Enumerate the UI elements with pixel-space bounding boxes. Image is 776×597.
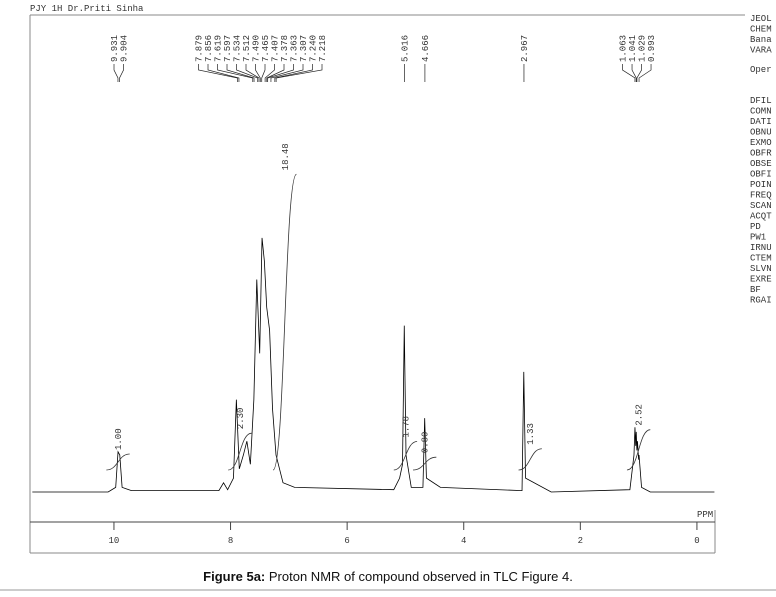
peak-label: 7.856 [204, 35, 214, 62]
peak-label: 7.363 [290, 35, 300, 62]
integral-curve [626, 429, 651, 471]
parameter-label: Bana [750, 35, 772, 45]
peak-label: 7.512 [242, 35, 252, 62]
parameter-label: RGAI [750, 296, 772, 306]
integral-label: 1.00 [114, 428, 124, 450]
integral-curve [272, 173, 297, 471]
peak-label: 7.490 [252, 35, 262, 62]
peak-label: 7.307 [299, 35, 309, 62]
peak-label: 2.967 [520, 35, 530, 62]
integral-label: 1.78 [401, 416, 411, 438]
parameter-label: SCAN [750, 201, 772, 211]
peak-leader [113, 64, 119, 82]
peak-leader [119, 64, 124, 82]
parameter-label: OBFI [750, 170, 772, 180]
x-tick-label: 4 [461, 536, 466, 546]
caption-text: Proton NMR of compound observed in TLC F… [269, 569, 573, 584]
peak-leader [275, 64, 323, 82]
parameter-label: JEOL [750, 14, 772, 24]
peak-label: 7.378 [280, 35, 290, 62]
integral-label: 2.30 [236, 408, 246, 430]
parameter-label: FREQ [750, 191, 772, 201]
parameter-label: SLVN [750, 264, 772, 274]
integral-label: 1.33 [526, 423, 536, 445]
x-axis-label: PPM [697, 510, 713, 520]
peak-leader [638, 64, 652, 82]
peak-leader [274, 64, 313, 82]
caption: Figure 5a: Proton NMR of compound observ… [203, 569, 573, 584]
peak-leader [236, 64, 259, 82]
peak-label: 5.016 [401, 35, 411, 62]
peak-label: 7.218 [318, 35, 328, 62]
parameter-label: IRNU [750, 243, 772, 253]
parameter-label: DFIL [750, 96, 772, 106]
parameter-label: EXMO [750, 138, 772, 148]
parameter-label: VARA [750, 46, 772, 56]
parameter-label: DATI [750, 117, 772, 127]
peak-leader [270, 64, 304, 82]
parameter-label: Oper [750, 65, 772, 75]
peak-label: 9.931 [110, 35, 120, 62]
peak-leader [264, 64, 275, 82]
peak-leader [198, 64, 238, 82]
caption-label: Figure 5a: [203, 569, 265, 584]
x-tick-label: 8 [228, 536, 233, 546]
peak-leader [207, 64, 240, 82]
integral-label: 2.52 [635, 404, 645, 426]
peak-leader [622, 64, 636, 82]
parameter-label: PD [750, 222, 761, 232]
peak-label: 7.597 [223, 35, 233, 62]
parameter-label: PW1 [750, 233, 766, 243]
peak-leader [245, 64, 260, 82]
peak-label: 7.879 [195, 35, 205, 62]
peak-leader [217, 64, 254, 82]
integral-curve [106, 453, 130, 471]
peak-label: 9.904 [120, 35, 130, 62]
parameter-label: ACQT [750, 212, 772, 222]
parameter-label: POIN [750, 180, 772, 190]
integral-label: 18.48 [281, 143, 291, 170]
parameter-label: EXRE [750, 275, 772, 285]
integral-curve [228, 432, 252, 471]
peak-label: 1.041 [628, 35, 638, 62]
peak-label: 1.063 [619, 35, 629, 62]
peak-leader [631, 64, 637, 82]
peak-label: 7.619 [214, 35, 224, 62]
peak-label: 4.666 [421, 35, 431, 62]
peak-label: 7.465 [261, 35, 271, 62]
peak-leader [255, 64, 261, 82]
parameter-label: BF [750, 285, 761, 295]
parameter-label: OBFR [750, 149, 772, 159]
peak-leader [267, 64, 294, 82]
parameter-label: OBSE [750, 159, 772, 169]
peak-label: 7.534 [233, 35, 243, 62]
parameter-label: COMN [750, 107, 772, 117]
parameter-label: OBNU [750, 128, 772, 138]
peak-leader [226, 64, 255, 82]
peak-label: 7.407 [271, 35, 281, 62]
integral-label: 0.80 [421, 432, 431, 454]
parameter-label: CHEM [750, 25, 772, 35]
peak-label: 1.029 [638, 35, 648, 62]
integral-curve [412, 456, 437, 471]
peak-label: 7.240 [309, 35, 319, 62]
x-tick-label: 0 [694, 536, 699, 546]
x-tick-label: 10 [109, 536, 120, 546]
peak-leader [636, 64, 642, 82]
x-tick-label: 2 [578, 536, 583, 546]
x-tick-label: 6 [344, 536, 349, 546]
peak-leader [266, 64, 285, 82]
integral-curve [393, 441, 418, 471]
peak-leader [261, 64, 266, 82]
parameter-label: CTEM [750, 254, 772, 264]
chart-title: PJY 1H Dr.Priti Sinha [30, 4, 144, 14]
spectrum-line [32, 237, 715, 493]
peak-label: 0.993 [647, 35, 657, 62]
integral-curve [518, 448, 542, 471]
